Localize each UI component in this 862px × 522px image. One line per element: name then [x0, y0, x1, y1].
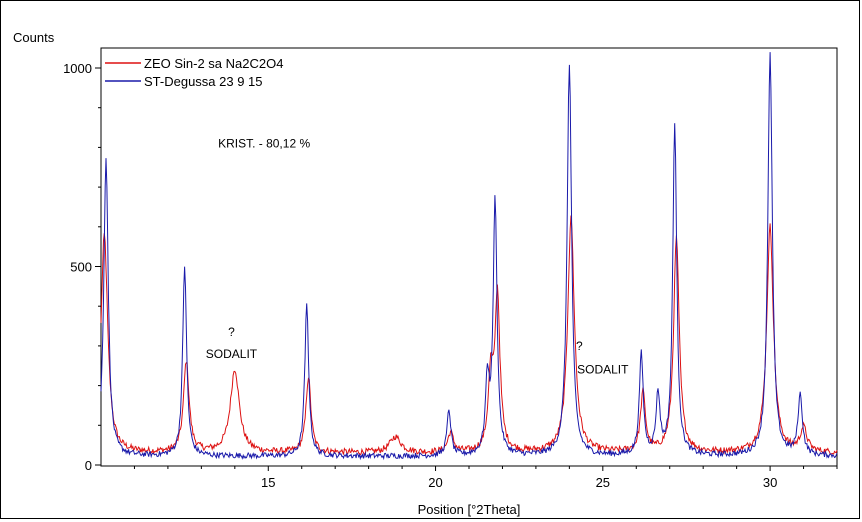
y-axis-label: Counts — [13, 30, 55, 45]
annotation-1: KRIST. - 80,12 % — [218, 136, 310, 150]
x-tick-label: 15 — [261, 475, 275, 490]
x-axis-label: Position [°2Theta] — [418, 502, 521, 517]
x-tick-label: 30 — [763, 475, 777, 490]
annotation-5: SODALIT — [577, 363, 629, 377]
y-tick-label: 0 — [85, 458, 92, 473]
y-tick-label: 1000 — [63, 61, 92, 76]
axis-layer: 15 20 25 30 0 500 1000 — [63, 61, 838, 490]
annotation-3: SODALIT — [206, 347, 258, 361]
plot-area — [100, 47, 838, 467]
legend-label-2: ST-Degussa 23 9 15 — [144, 74, 263, 89]
annotation-2: ? — [228, 325, 235, 339]
y-tick-label: 500 — [70, 260, 92, 275]
annotation-4: ? — [576, 339, 583, 353]
x-tick-label: 25 — [596, 475, 610, 490]
series-line-1 — [100, 215, 838, 456]
annotation-layer: KRIST. - 80,12 %? SODALIT? SODALIT — [206, 136, 629, 376]
series-line-2 — [100, 52, 838, 461]
legend: ZEO Sin-2 sa Na2C2O4 ST-Degussa 23 9 15 — [105, 56, 283, 89]
series-layer — [100, 52, 838, 461]
x-tick-label: 20 — [428, 475, 442, 490]
legend-label-1: ZEO Sin-2 sa Na2C2O4 — [144, 56, 283, 71]
